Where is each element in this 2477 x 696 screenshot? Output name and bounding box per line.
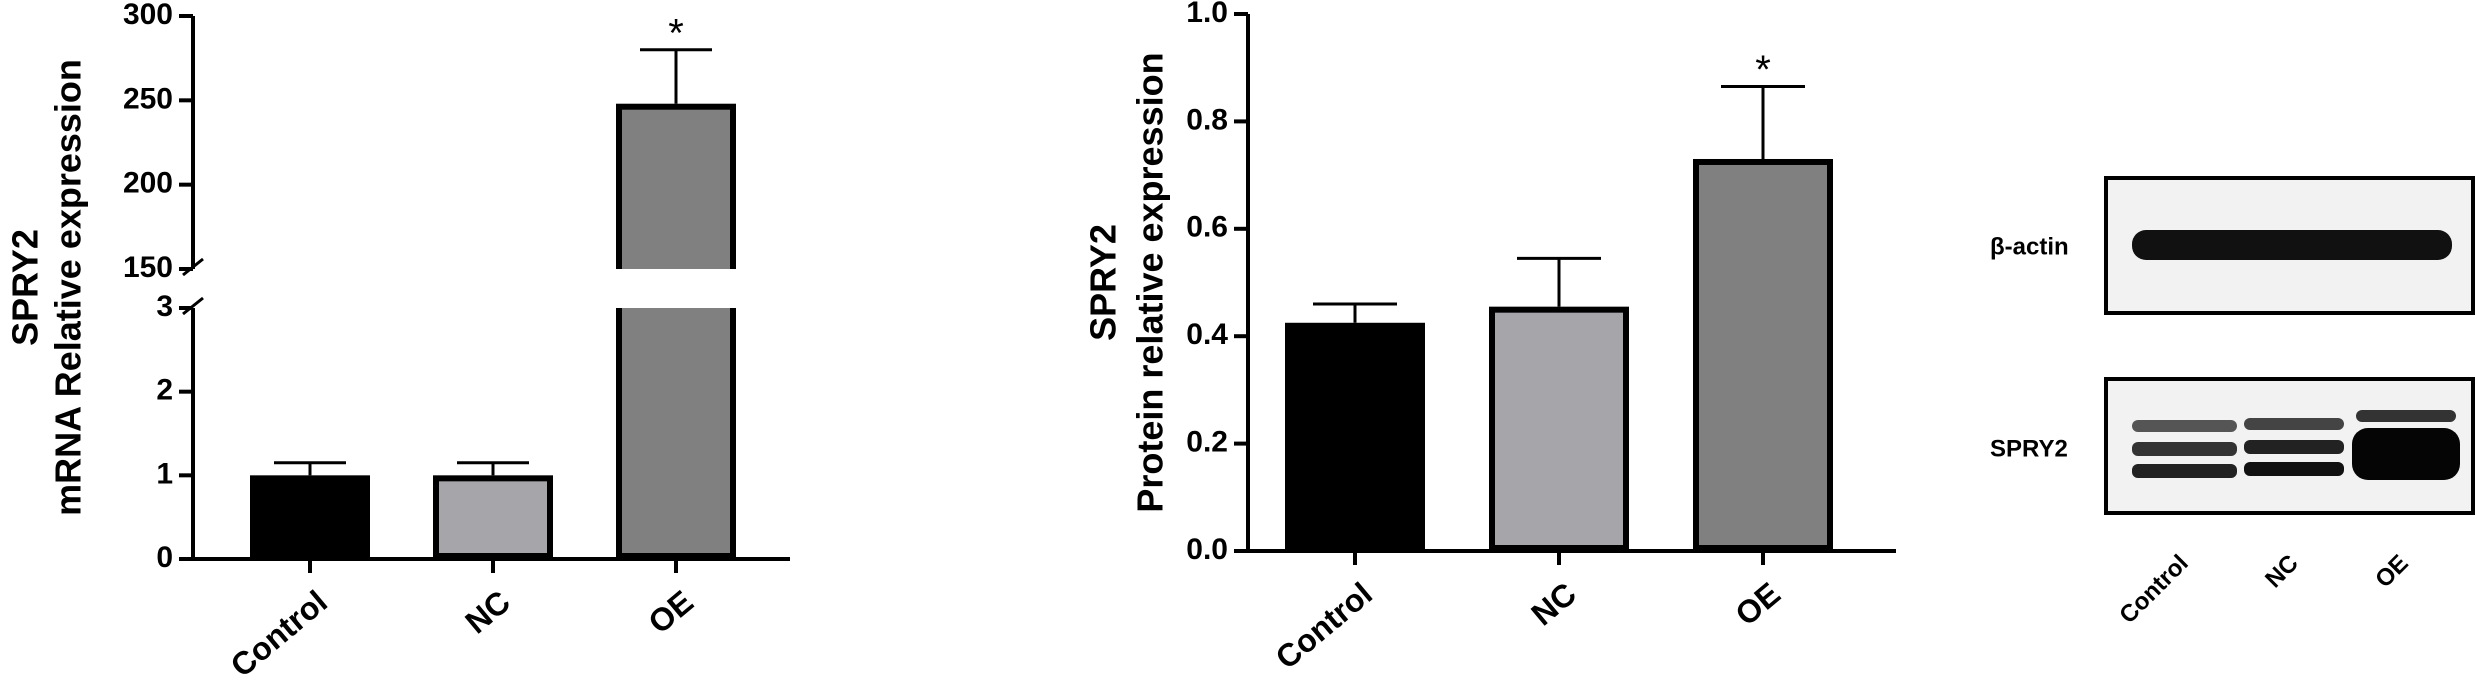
y-tick-label: 250	[123, 82, 173, 115]
x-tick-label: NC	[1524, 575, 1583, 632]
bar	[433, 475, 553, 560]
blot-band	[2132, 464, 2237, 478]
y-tick-label: 0.0	[1186, 533, 1228, 566]
blot-band	[2352, 428, 2460, 480]
blot-band	[2244, 462, 2344, 476]
y-tick-label: 3	[156, 290, 173, 323]
blot-band	[2244, 418, 2344, 430]
bar	[1489, 306, 1629, 552]
x-tick-label: Control	[224, 583, 334, 684]
x-tick-label: OE	[641, 583, 700, 640]
y-tick-label: 300	[123, 0, 173, 31]
blot-band	[2356, 410, 2456, 422]
blot-lane-label: OE	[2370, 550, 2414, 594]
blot-row-label: SPRY2	[1990, 435, 2068, 462]
y-tick-label: 0.6	[1186, 211, 1228, 244]
x-tick-label: NC	[458, 583, 517, 640]
annotation: *	[1755, 48, 1771, 92]
y-axis-title: Protein relative expression	[1130, 52, 1171, 512]
y-tick-label: 2	[156, 374, 173, 407]
bar	[250, 475, 370, 560]
blot-row-label: β-actin	[1990, 233, 2069, 260]
x-tick-label: Control	[1269, 575, 1379, 676]
x-tick-label: OE	[1728, 575, 1787, 632]
y-axis-title: mRNA Relative expression	[48, 59, 89, 516]
blot-band	[2244, 440, 2344, 454]
bar	[1693, 158, 1833, 552]
annotation: *	[668, 11, 684, 55]
y-tick-label: 0.8	[1186, 103, 1228, 136]
y-tick-label: 0.4	[1186, 318, 1228, 351]
bar	[616, 103, 736, 559]
blot-images	[2104, 176, 2475, 515]
blot-lane-label: Control	[2114, 550, 2193, 629]
blot-lane-label: NC	[2260, 550, 2304, 594]
y-tick-label: 0	[156, 541, 173, 574]
blot-band	[2132, 230, 2452, 260]
y-tick-label: 0.2	[1186, 426, 1228, 459]
blot-band	[2132, 420, 2237, 432]
blot-band	[2132, 442, 2237, 456]
y-tick-label: 150	[123, 251, 173, 284]
bar	[1285, 322, 1425, 551]
y-axis-title: SPRY2	[5, 229, 46, 346]
y-axis-title: SPRY2	[1083, 224, 1124, 341]
y-tick-label: 1	[156, 457, 173, 490]
y-tick-label: 1.0	[1186, 0, 1228, 29]
axis-break-gap	[612, 269, 740, 308]
y-tick-label: 200	[123, 167, 173, 200]
